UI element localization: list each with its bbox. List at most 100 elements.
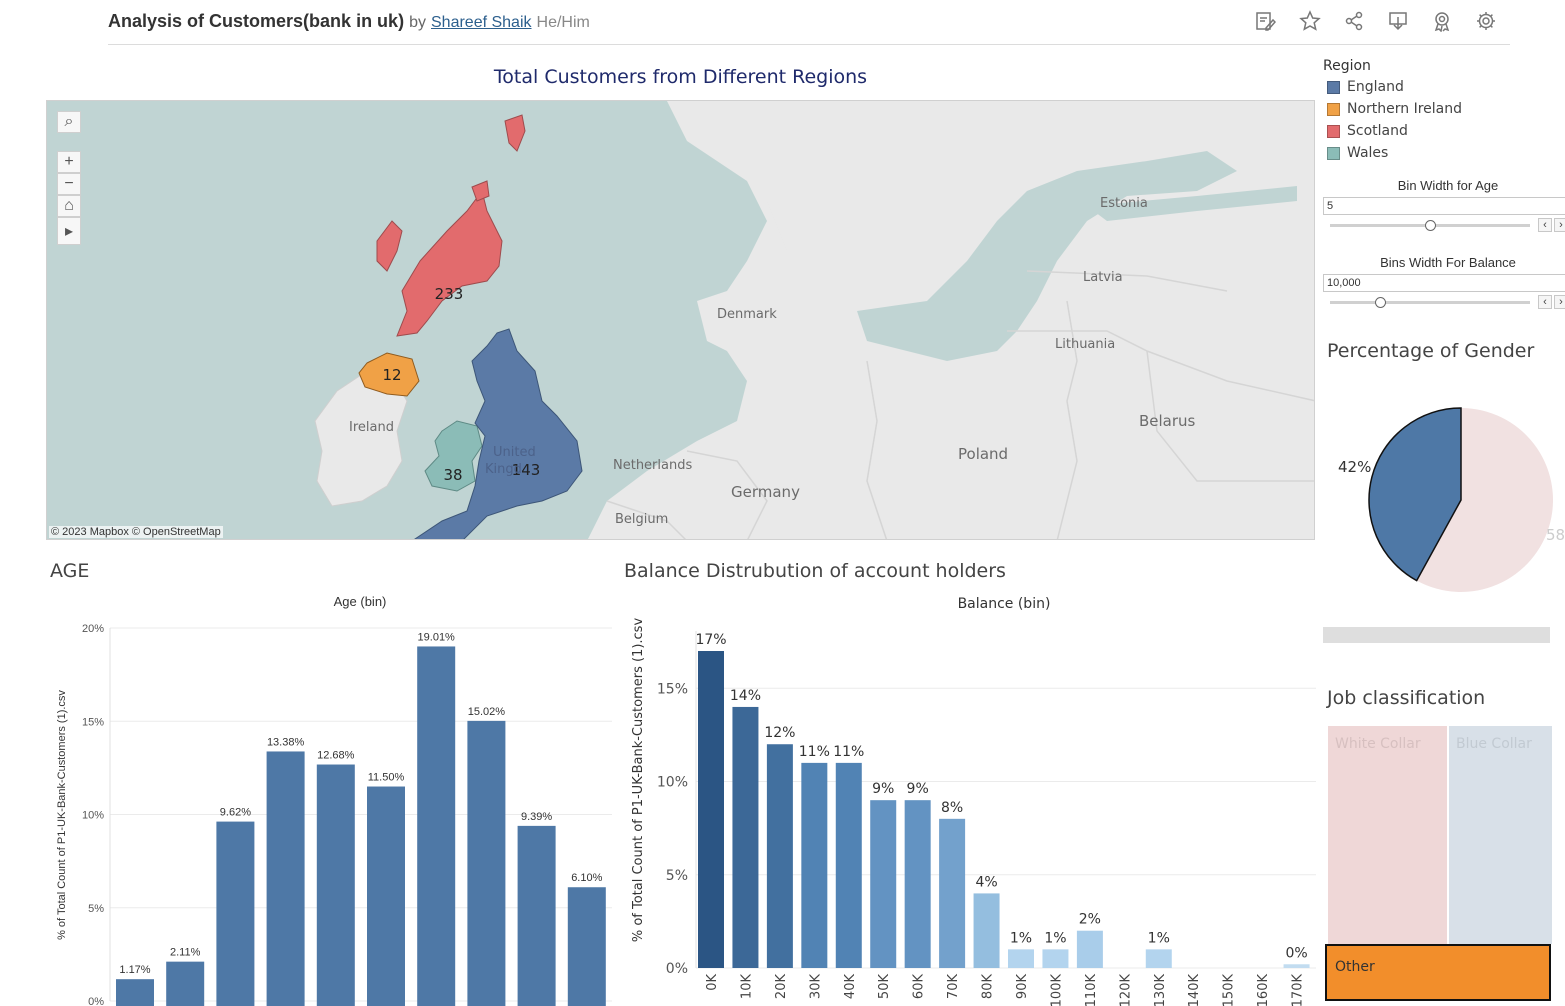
region-scotland-islands[interactable] bbox=[376, 220, 403, 272]
balance-bar[interactable] bbox=[698, 651, 724, 968]
age-bin-input[interactable] bbox=[1323, 197, 1565, 215]
balance-bar-label: 11% bbox=[833, 744, 864, 760]
balance-bin-decrement-button[interactable]: ‹ bbox=[1538, 295, 1552, 309]
label-belgium: Belgium bbox=[615, 512, 668, 527]
label-netherlands: Netherlands bbox=[613, 458, 692, 473]
age-bar[interactable] bbox=[417, 646, 456, 1006]
balance-bar[interactable] bbox=[904, 800, 931, 968]
region-scotland-shetland[interactable] bbox=[504, 114, 526, 152]
legend-swatch-scotland bbox=[1327, 124, 1340, 138]
legend-item-wales[interactable]: Wales bbox=[1323, 142, 1563, 164]
age-bar[interactable] bbox=[266, 751, 305, 1006]
age-bar[interactable] bbox=[166, 961, 205, 1006]
balance-bar[interactable] bbox=[732, 706, 759, 968]
age-bar[interactable] bbox=[567, 887, 606, 1006]
balance-bar[interactable] bbox=[835, 762, 862, 968]
legend-item-northern-ireland[interactable]: Northern Ireland bbox=[1323, 98, 1563, 120]
treemap-other[interactable]: Other bbox=[1325, 944, 1551, 1001]
balance-bar-label: 1% bbox=[1010, 930, 1032, 946]
age-y-tick-label: 10% bbox=[82, 810, 104, 822]
age-y-tick-label: 5% bbox=[88, 903, 104, 915]
settings-icon[interactable] bbox=[1475, 10, 1499, 34]
legend-swatch-wales bbox=[1327, 146, 1340, 160]
age-bar[interactable] bbox=[316, 764, 355, 1006]
label-lithuania: Lithuania bbox=[1055, 337, 1115, 352]
edit-icon[interactable] bbox=[1254, 10, 1278, 34]
treemap-label-other: Other bbox=[1335, 959, 1375, 975]
balance-bar[interactable] bbox=[766, 744, 793, 968]
pie-slice-female[interactable] bbox=[1416, 408, 1553, 592]
balance-bar[interactable] bbox=[1076, 930, 1103, 968]
age-chart-title: AGE bbox=[50, 560, 90, 582]
horizontal-scrollbar[interactable] bbox=[1323, 627, 1550, 643]
balance-x-tick-label: 170K bbox=[1291, 974, 1306, 1006]
play-icon[interactable]: ▸ bbox=[57, 217, 81, 245]
treemap-white-collar[interactable]: White Collar bbox=[1328, 726, 1447, 944]
balance-bin-input[interactable] bbox=[1323, 274, 1565, 292]
age-bar[interactable] bbox=[517, 825, 556, 1006]
age-bar[interactable] bbox=[116, 979, 154, 1006]
balance-bar-label: 1% bbox=[1044, 930, 1066, 946]
age-bar-label: 13.38% bbox=[267, 736, 305, 748]
age-bar[interactable] bbox=[467, 720, 506, 1006]
age-bin-title: Bin Width for Age bbox=[1397, 178, 1499, 193]
balance-bin-parameter: Bins Width For Balance ‹ › bbox=[1323, 255, 1565, 309]
region-wales-shape[interactable] bbox=[424, 420, 483, 492]
balance-bar[interactable] bbox=[1008, 949, 1034, 968]
star-icon[interactable] bbox=[1299, 10, 1323, 34]
balance-bin-slider-thumb[interactable] bbox=[1375, 297, 1386, 308]
age-bar-chart[interactable]: Age (bin) % of Total Count of P1-UK-Bank… bbox=[46, 590, 616, 1006]
balance-x-tick-label: 50K bbox=[877, 974, 892, 1000]
balance-axis-title: Balance (bin) bbox=[958, 596, 1051, 612]
age-bin-decrement-button[interactable]: ‹ bbox=[1538, 218, 1552, 232]
balance-x-tick-label: 30K bbox=[808, 974, 823, 1000]
gender-pie[interactable]: 42% 58 bbox=[1323, 395, 1565, 605]
balance-bar[interactable] bbox=[1042, 949, 1069, 968]
balance-x-tick-label: 120K bbox=[1118, 974, 1133, 1006]
balance-bar-label: 1% bbox=[1148, 930, 1170, 946]
share-icon[interactable] bbox=[1343, 10, 1367, 34]
zoom-out-icon[interactable]: − bbox=[57, 173, 81, 195]
balance-y-tick-label: 10% bbox=[657, 775, 688, 791]
home-icon[interactable]: ⌂ bbox=[57, 195, 81, 217]
balance-bar[interactable] bbox=[801, 762, 828, 968]
legend-title: Region bbox=[1323, 58, 1371, 74]
balance-bar[interactable] bbox=[1145, 949, 1172, 968]
age-bin-slider-thumb[interactable] bbox=[1425, 220, 1436, 231]
region-england-shape[interactable] bbox=[412, 328, 583, 540]
badge-icon[interactable] bbox=[1431, 10, 1455, 34]
map-credit[interactable]: © 2023 Mapbox © OpenStreetMap bbox=[49, 526, 223, 538]
balance-bar-label: 17% bbox=[695, 632, 726, 648]
legend-item-scotland[interactable]: Scotland bbox=[1323, 120, 1563, 142]
pie-slice-male[interactable] bbox=[1368, 407, 1462, 582]
balance-bin-slider-track[interactable] bbox=[1330, 301, 1530, 304]
balance-bar[interactable] bbox=[870, 800, 897, 968]
age-bin-increment-button[interactable]: › bbox=[1554, 218, 1565, 232]
region-northern-ireland-shape[interactable] bbox=[358, 352, 420, 397]
balance-bin-increment-button[interactable]: › bbox=[1554, 295, 1565, 309]
label-germany: Germany bbox=[731, 483, 800, 501]
age-bars: 1.17% 2.11% 9.62% 13.38% 12.68% 11.50% 19.01% 1… bbox=[116, 631, 606, 1006]
balance-bin-title: Bins Width For Balance bbox=[1380, 255, 1516, 270]
baltic-sea bbox=[857, 151, 1237, 361]
region-scotland-shape[interactable] bbox=[396, 189, 503, 337]
legend-item-england[interactable]: England bbox=[1323, 76, 1563, 98]
balance-bar[interactable] bbox=[939, 818, 966, 968]
region-scotland-orkney[interactable] bbox=[471, 180, 490, 202]
viz-title: Analysis of Customers(bank in uk) by Sha… bbox=[108, 11, 590, 32]
by-text: by bbox=[409, 14, 426, 31]
balance-bar[interactable] bbox=[1283, 964, 1310, 968]
author-pronouns: He/Him bbox=[536, 14, 590, 31]
balance-bar-chart[interactable]: Balance (bin) % of Total Count of P1-UK-… bbox=[624, 590, 1319, 1006]
balance-bar-label: 9% bbox=[872, 781, 894, 797]
treemap-blue-collar[interactable]: Blue Collar bbox=[1449, 726, 1552, 944]
region-map[interactable]: 233 12 38 143 Ireland United Kingd Denma… bbox=[46, 100, 1315, 540]
zoom-in-icon[interactable]: + bbox=[57, 151, 81, 173]
download-icon[interactable] bbox=[1387, 10, 1411, 34]
age-bar[interactable] bbox=[216, 821, 255, 1006]
author-link[interactable]: Shareef Shaik bbox=[431, 14, 532, 31]
search-icon[interactable]: ⌕ bbox=[57, 111, 81, 133]
pie-label-male: 42% bbox=[1338, 458, 1371, 476]
balance-bar[interactable] bbox=[973, 893, 1000, 968]
age-bar[interactable] bbox=[367, 786, 405, 1006]
